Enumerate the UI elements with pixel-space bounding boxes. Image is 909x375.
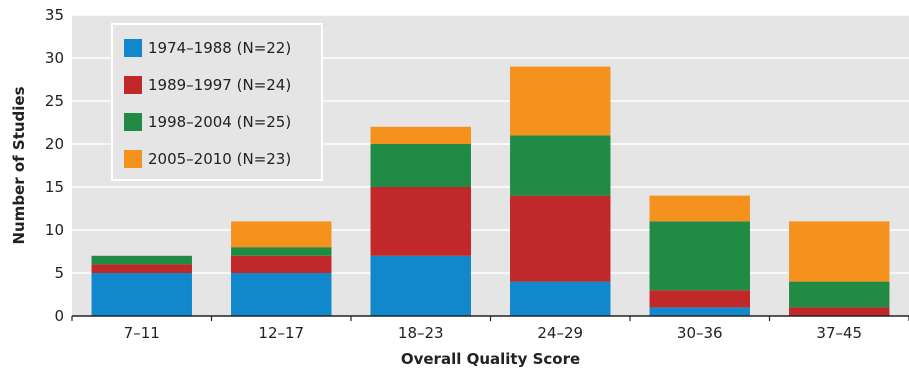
bar-segment [510,195,611,282]
x-tick-label: 7–11 [124,324,160,342]
y-tick-label: 25 [45,92,64,110]
y-tick-label: 30 [45,49,64,67]
legend-label: 1989–1997 (N=24) [148,76,291,94]
bar-segment [91,264,192,273]
legend-label: 2005–2010 (N=23) [148,150,291,168]
bar-segment [370,255,471,316]
bar-segment [370,144,471,187]
bar-segment [789,221,890,282]
bar-segment [231,255,332,273]
bar-segment [510,135,611,196]
y-tick-label: 20 [45,135,64,153]
bar-segment [91,255,192,265]
x-axis-ticks: 7–11 12–17 18–23 24–29 30–36 37–45 [71,316,909,342]
x-tick-label: 30–36 [677,324,723,342]
y-tick-label: 10 [45,221,64,239]
x-tick-label: 24–29 [537,324,583,342]
y-axis-ticks: 0 5 10 15 20 25 30 35 [45,6,64,325]
bar-segment [649,307,750,316]
bar-segment [649,221,750,291]
legend-swatch [124,113,142,131]
y-tick-label: 35 [45,6,64,24]
legend-swatch [124,39,142,57]
bar-segment [231,273,332,316]
bar-segment [510,66,611,136]
y-axis-title: Number of Studies [10,86,28,244]
legend: 1974–1988 (N=22) 1989–1997 (N=24) 1998–200… [111,23,323,181]
bar-segment [789,281,890,308]
legend-box [111,23,323,181]
x-tick-label: 37–45 [816,324,862,342]
bar-segment [91,273,192,316]
bar-segment [649,290,750,308]
y-tick-label: 15 [45,178,64,196]
bars [91,66,890,316]
y-tick-label: 5 [54,264,64,282]
x-tick-label: 12–17 [258,324,304,342]
x-tick-label: 18–23 [398,324,444,342]
legend-swatch [124,150,142,168]
y-tick-label: 0 [54,307,64,325]
bar-segment [649,195,750,222]
bar-segment [231,247,332,256]
legend-swatch [124,76,142,94]
bar-segment [510,281,611,316]
legend-label: 1998–2004 (N=25) [148,113,291,131]
bar-segment [789,307,890,316]
bar-segment [231,221,332,248]
legend-label: 1974–1988 (N=22) [148,39,291,57]
x-axis-title: Overall Quality Score [401,350,580,368]
bar-segment [370,187,471,256]
bar-segment [370,126,471,144]
